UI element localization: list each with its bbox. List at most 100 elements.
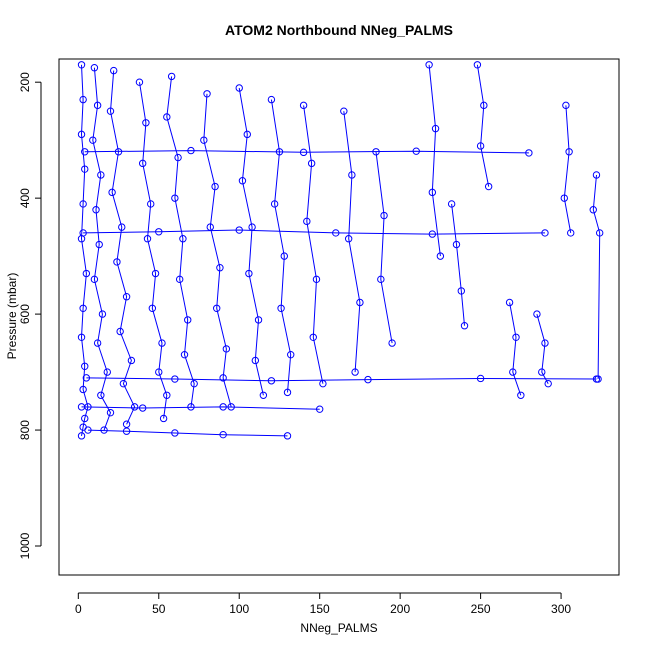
y-tick-label-2: 600: [18, 304, 32, 324]
data-point-4-2: [174, 153, 182, 162]
x-tick-label-5: 250: [471, 602, 491, 616]
data-point-5-2: [211, 182, 219, 191]
data-point-1-1: [93, 101, 102, 110]
data-point-14-3: [517, 391, 525, 399]
data-point-13-3: [484, 182, 493, 191]
data-point-7-4: [277, 304, 285, 313]
data-point-16-2: [560, 194, 568, 202]
series-line-21: [81, 406, 320, 410]
x-tick-label-1: 50: [152, 602, 166, 616]
data-point-0-9: [81, 362, 89, 370]
data-point-13-2: [476, 142, 485, 150]
data-point-6-5: [254, 316, 263, 324]
data-point-0-0: [77, 61, 86, 69]
data-point-6-7: [259, 391, 268, 399]
series-line-9: [343, 111, 361, 373]
data-point-1-7: [98, 310, 107, 318]
data-point-1-9: [103, 368, 111, 376]
data-point-3-10: [159, 414, 168, 423]
data-point-0-2: [77, 130, 86, 139]
data-point-12-1: [452, 240, 461, 249]
data-point-4-6: [184, 316, 192, 324]
data-point-20-1: [187, 146, 195, 155]
data-point-21-1: [138, 404, 147, 412]
data-point-6-4: [245, 269, 253, 278]
data-point-3-9: [163, 391, 171, 399]
series-line-13: [476, 64, 490, 187]
data-point-15-2: [538, 368, 546, 376]
y-axis-label: Pressure (mbar): [5, 273, 19, 360]
data-point-15-1: [541, 339, 549, 347]
data-point-22-3: [219, 430, 227, 439]
data-point-3-0: [135, 78, 144, 86]
data-point-16-3: [567, 229, 575, 237]
data-point-8-3: [312, 275, 321, 284]
data-point-1-11: [106, 408, 115, 417]
data-point-5-4: [216, 264, 224, 272]
data-point-9-1: [348, 171, 356, 179]
chart-title: ATOM2 Northbound NNeg_PALMS: [225, 22, 453, 38]
data-point-4-4: [179, 235, 187, 243]
data-point-6-6: [251, 356, 260, 365]
data-point-3-2: [138, 159, 147, 168]
data-point-3-4: [143, 235, 152, 243]
data-point-12-0: [447, 200, 456, 208]
data-point-15-3: [544, 379, 552, 388]
data-point-14-1: [512, 333, 520, 341]
x-tick-label-0: 0: [75, 602, 82, 616]
data-point-7-3: [280, 252, 288, 260]
data-point-2-10: [130, 403, 139, 411]
data-point-19-0: [79, 229, 87, 237]
data-point-10-3: [388, 339, 396, 347]
data-point-11-0: [425, 61, 433, 69]
data-point-16-0: [562, 101, 570, 110]
data-point-11-2: [428, 188, 437, 197]
data-point-10-2: [377, 275, 385, 284]
data-point-3-3: [147, 200, 155, 208]
data-point-20-4: [525, 149, 533, 157]
data-point-16-1: [565, 148, 573, 156]
data-point-1-4: [92, 206, 100, 214]
plot-frame: [58, 58, 620, 576]
x-axis-label: NNeg_PALMS: [300, 621, 377, 635]
data-point-17-1: [589, 206, 597, 214]
series-line-4: [166, 76, 195, 407]
data-point-14-2: [509, 368, 517, 376]
y-tick-label-1: 400: [18, 188, 32, 208]
data-point-17-0: [592, 171, 601, 179]
series-line-1: [92, 67, 112, 431]
data-point-12-3: [460, 321, 469, 330]
data-point-7-6: [283, 388, 292, 397]
series-line-15: [536, 313, 549, 384]
series-line-18: [86, 377, 597, 382]
data-point-7-5: [287, 350, 295, 359]
data-point-0-7: [79, 304, 87, 313]
data-point-1-3: [97, 171, 105, 179]
axes-layer: 0 50 100 150 200 250 300 200 400 600 800 1000: [18, 72, 571, 616]
data-point-2-8: [127, 356, 136, 365]
data-point-8-1: [307, 159, 316, 168]
data-point-1-0: [90, 63, 99, 72]
data-point-8-0: [299, 101, 308, 110]
data-point-19-2: [235, 226, 243, 234]
data-point-21-2: [219, 403, 227, 411]
data-point-13-1: [480, 101, 488, 110]
data-point-22-1: [122, 427, 131, 435]
series-line-3: [139, 82, 168, 419]
x-tick-label-4: 200: [390, 602, 410, 616]
data-point-0-1: [79, 95, 87, 104]
data-point-1-8: [93, 339, 102, 347]
data-layer: [77, 61, 604, 440]
data-point-7-0: [267, 95, 276, 104]
data-point-5-7: [219, 374, 227, 382]
data-point-19-5: [541, 229, 549, 237]
data-point-0-14: [77, 432, 86, 440]
data-point-11-3: [436, 252, 445, 260]
data-point-3-5: [151, 269, 160, 278]
data-point-9-4: [351, 368, 359, 376]
series-line-19: [83, 229, 546, 235]
data-point-18-5: [592, 375, 601, 383]
data-point-9-0: [340, 107, 348, 115]
data-point-3-1: [142, 119, 150, 127]
